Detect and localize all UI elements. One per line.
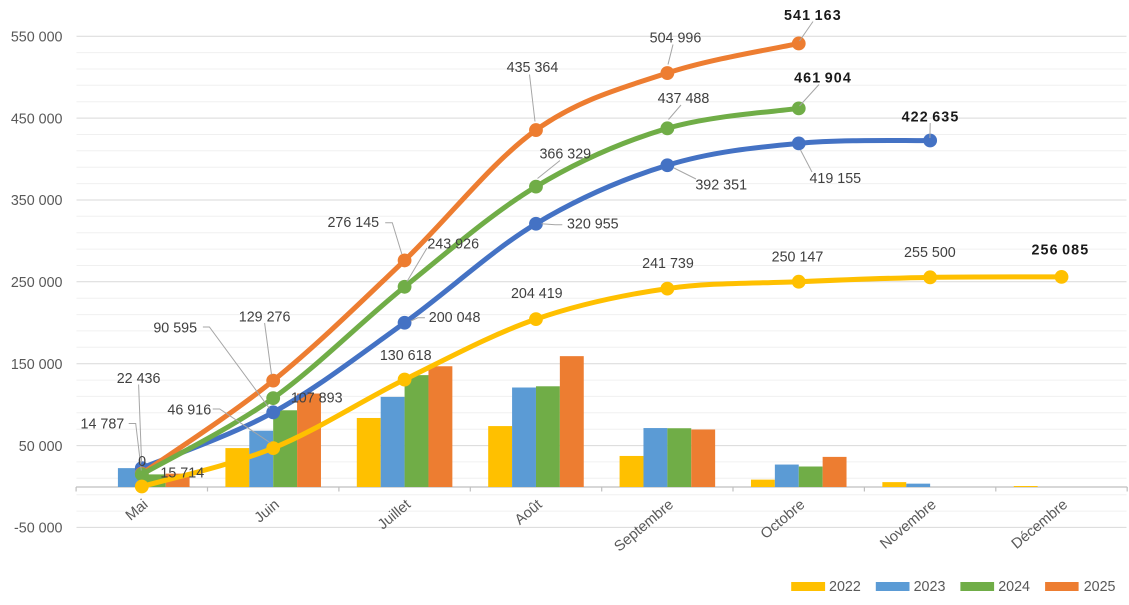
svg-text:46 916: 46 916 bbox=[167, 403, 211, 419]
svg-text:2022: 2022 bbox=[829, 579, 861, 595]
svg-text:241 739: 241 739 bbox=[642, 256, 694, 272]
svg-text:256 085: 256 085 bbox=[1032, 243, 1090, 259]
svg-text:437 488: 437 488 bbox=[658, 91, 710, 107]
svg-text:250 000: 250 000 bbox=[11, 275, 63, 291]
svg-text:243 926: 243 926 bbox=[427, 236, 479, 252]
svg-text:419 155: 419 155 bbox=[809, 171, 861, 187]
svg-text:129 276: 129 276 bbox=[239, 310, 291, 326]
svg-text:350 000: 350 000 bbox=[11, 193, 63, 209]
svg-text:2025: 2025 bbox=[1084, 579, 1116, 595]
svg-text:90 595: 90 595 bbox=[153, 321, 197, 337]
svg-text:541 163: 541 163 bbox=[784, 8, 842, 24]
svg-text:461 904: 461 904 bbox=[794, 71, 852, 87]
svg-text:2024: 2024 bbox=[998, 579, 1030, 595]
svg-text:392 351: 392 351 bbox=[695, 177, 747, 193]
svg-text:-50 000: -50 000 bbox=[14, 521, 63, 537]
svg-text:450 000: 450 000 bbox=[11, 111, 63, 127]
svg-text:550 000: 550 000 bbox=[11, 29, 63, 45]
svg-text:130 618: 130 618 bbox=[380, 348, 432, 364]
svg-text:504 996: 504 996 bbox=[650, 31, 702, 47]
svg-text:0: 0 bbox=[138, 454, 146, 470]
svg-text:107 893: 107 893 bbox=[291, 391, 343, 407]
svg-text:200 048: 200 048 bbox=[429, 310, 481, 326]
svg-text:14 787: 14 787 bbox=[81, 417, 125, 433]
svg-text:422 635: 422 635 bbox=[902, 109, 960, 125]
svg-text:366 329: 366 329 bbox=[539, 147, 591, 163]
svg-text:150 000: 150 000 bbox=[11, 357, 63, 373]
svg-text:276 145: 276 145 bbox=[327, 215, 379, 231]
svg-text:435 364: 435 364 bbox=[507, 60, 559, 76]
svg-text:250 147: 250 147 bbox=[772, 250, 824, 266]
svg-text:15 714: 15 714 bbox=[160, 466, 204, 482]
svg-text:2023: 2023 bbox=[914, 579, 946, 595]
svg-text:255 500: 255 500 bbox=[904, 245, 956, 261]
svg-text:204 419: 204 419 bbox=[511, 286, 563, 302]
svg-text:22 436: 22 436 bbox=[117, 371, 161, 387]
svg-text:50 000: 50 000 bbox=[19, 439, 63, 455]
svg-text:320 955: 320 955 bbox=[567, 216, 619, 232]
